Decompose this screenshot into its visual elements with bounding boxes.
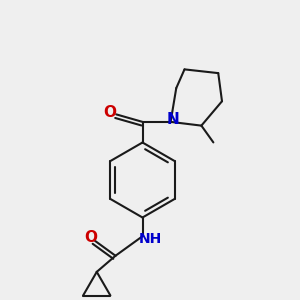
Text: NH: NH (139, 232, 162, 246)
Text: O: O (84, 230, 97, 245)
Text: N: N (166, 112, 179, 128)
Text: O: O (103, 105, 116, 120)
